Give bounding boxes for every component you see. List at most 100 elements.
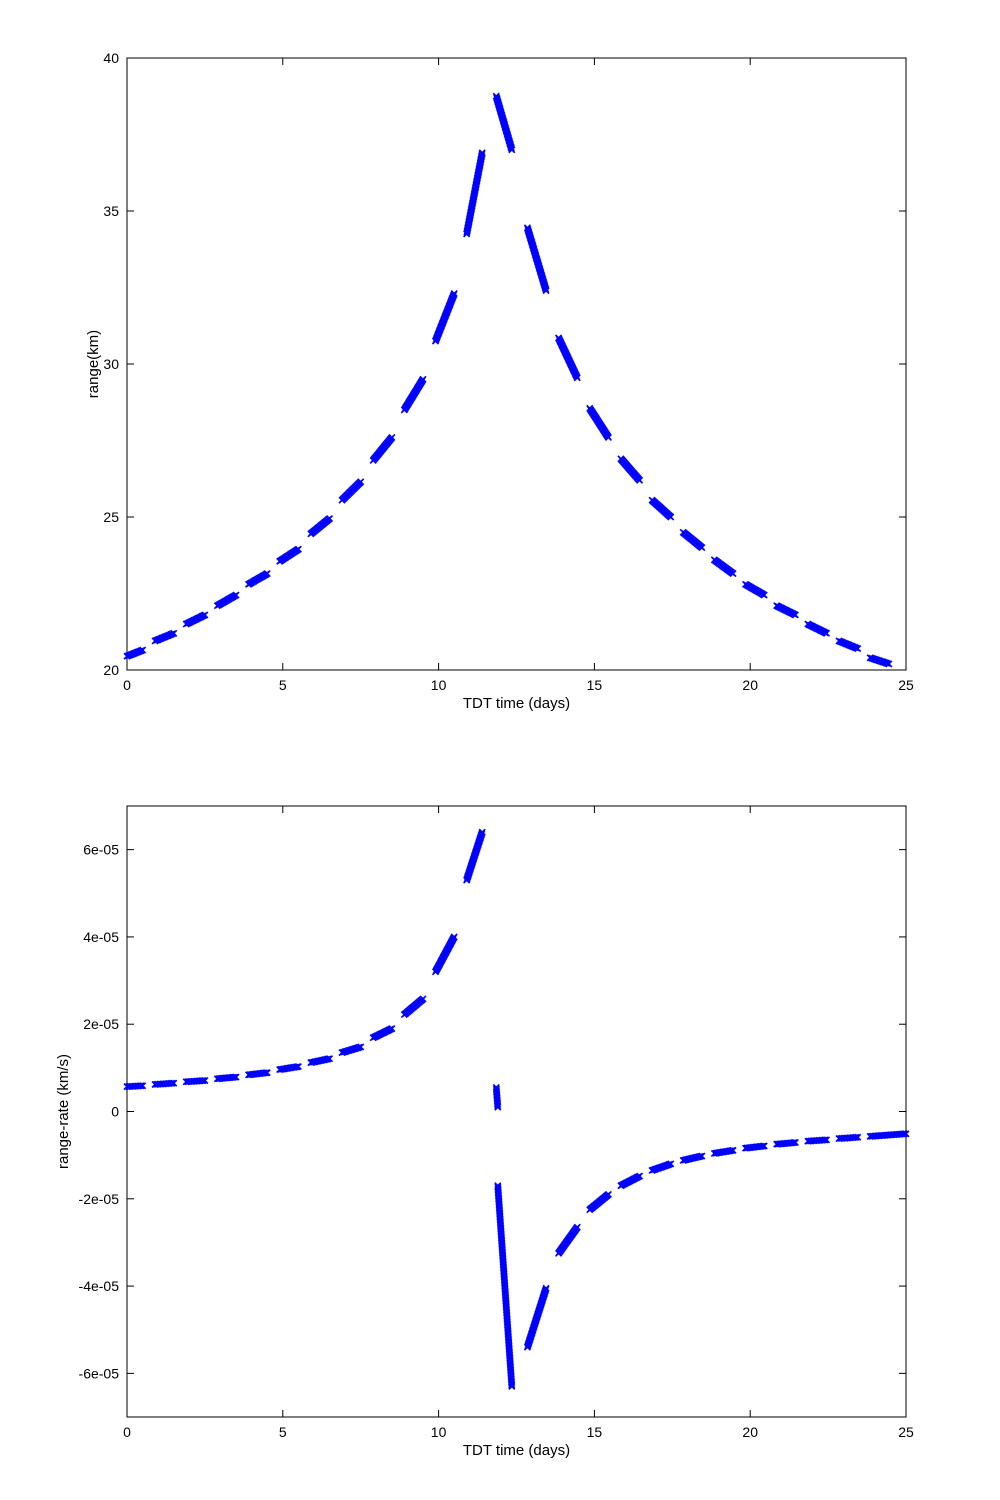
data-point: [199, 1077, 207, 1085]
data-point: [232, 591, 240, 599]
series-points: [123, 828, 910, 1391]
data-point: [604, 1190, 612, 1198]
data-point: [294, 1062, 302, 1071]
data-point: [729, 1146, 737, 1154]
data-point: [790, 1139, 798, 1147]
data-point: [698, 1152, 706, 1160]
data-point: [388, 1025, 396, 1033]
data-point: [137, 1082, 145, 1090]
data-point: [508, 1382, 516, 1391]
data-point: [325, 514, 334, 523]
y-tick-label: 30: [103, 356, 119, 372]
data-point: [759, 1142, 767, 1150]
data-point: [728, 1147, 736, 1155]
data-point: [636, 476, 644, 484]
data-point: [325, 1055, 334, 1063]
data-point: [573, 1223, 581, 1231]
x-tick-label: 10: [431, 1424, 447, 1440]
x-tick-label: 5: [279, 1424, 287, 1440]
y-tick-label: 6e-05: [83, 842, 119, 858]
data-point: [885, 660, 893, 668]
data-point: [902, 1130, 910, 1138]
data-point: [667, 513, 675, 521]
data-point: [478, 828, 486, 836]
data-point: [636, 1172, 644, 1180]
data-point: [450, 290, 458, 298]
y-tick-label: 20: [103, 662, 119, 678]
x-tick-label: 25: [898, 1424, 914, 1440]
data-point: [854, 645, 862, 653]
data-point: [494, 1103, 502, 1111]
x-axis-label: TDT time (days): [463, 695, 570, 712]
data-point: [791, 1138, 799, 1147]
data-point: [262, 1069, 270, 1077]
data-point: [294, 545, 302, 553]
data-point: [760, 591, 768, 599]
x-tick-label: 0: [123, 1424, 131, 1440]
data-point: [201, 611, 209, 619]
data-point: [698, 544, 706, 552]
y-axis-label: range(km): [85, 330, 102, 398]
data-point: [900, 1130, 909, 1138]
x-tick-label: 5: [279, 677, 287, 693]
data-point: [854, 1133, 862, 1141]
data-point: [729, 570, 737, 578]
range-chart: 0 5 10 15 20 25 20 25 30 35 40 TDT time (days) range…: [85, 50, 914, 712]
data-point: [388, 433, 396, 442]
data-point: [822, 1136, 831, 1144]
x-tick-label: 15: [587, 677, 603, 693]
data-point: [667, 1160, 675, 1168]
data-point: [231, 1073, 239, 1081]
plot-frame: [126, 805, 907, 1418]
data-point: [263, 1069, 271, 1077]
data-point: [821, 1136, 829, 1144]
data-point: [232, 1073, 240, 1081]
y-tick-label: 35: [103, 203, 119, 219]
y-tick-label: -4e-05: [79, 1278, 120, 1294]
x-axis-label: TDT time (days): [463, 1442, 570, 1459]
data-point: [419, 375, 427, 383]
y-tick-label: -6e-05: [79, 1365, 120, 1381]
data-point: [478, 149, 486, 157]
data-point: [357, 478, 365, 486]
x-tick-label: 25: [898, 677, 914, 693]
y-tick-label: 2e-05: [83, 1016, 119, 1032]
y-axis-label: range-rate (km/s): [55, 1054, 72, 1169]
data-point: [170, 1079, 178, 1087]
plot-frame: [126, 57, 907, 671]
y-tick-label: 4e-05: [83, 929, 119, 945]
data-point: [263, 570, 271, 578]
data-point: [168, 1079, 176, 1087]
x-tick-label: 10: [431, 677, 447, 693]
x-tick-label: 0: [123, 677, 131, 693]
data-point: [852, 1133, 860, 1141]
y-tick-label: 40: [103, 50, 119, 66]
data-point: [139, 646, 147, 654]
data-point: [573, 374, 581, 382]
series-points: [123, 92, 893, 668]
y-tick-label: 0: [111, 1104, 119, 1120]
data-point: [604, 433, 612, 442]
data-point: [478, 150, 486, 158]
x-tick-label: 20: [742, 677, 758, 693]
data-point: [760, 1142, 768, 1150]
data-point: [542, 286, 550, 295]
y-tick-label: 25: [103, 509, 119, 525]
data-point: [357, 1043, 365, 1051]
data-point: [508, 146, 516, 154]
data-point: [542, 1284, 550, 1292]
data-point: [822, 629, 831, 637]
data-point: [324, 1055, 332, 1063]
data-point: [293, 1063, 301, 1071]
data-point: [494, 1102, 502, 1110]
y-tick-label: -2e-05: [79, 1191, 120, 1207]
x-tick-label: 15: [587, 1424, 603, 1440]
range-rate-chart: 0 5 10 15 20 25 -6e-05 -4e-05 -2e-05 0 2e-05 4e-05 6…: [55, 805, 914, 1459]
x-tick-label: 20: [742, 1424, 758, 1440]
data-point: [139, 1082, 147, 1090]
data-point: [419, 995, 427, 1003]
data-point: [450, 933, 458, 941]
data-point: [508, 1381, 516, 1389]
data-point: [201, 1076, 209, 1085]
